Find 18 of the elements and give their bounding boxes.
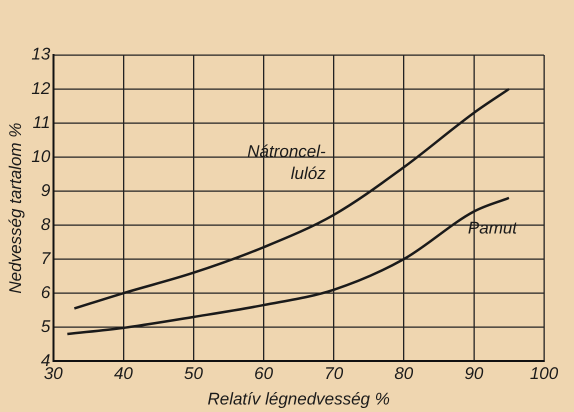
y-tick-label: 13	[31, 44, 51, 64]
x-tick-label: 80	[394, 364, 414, 384]
x-tick-label: 100	[530, 364, 559, 384]
y-tick-label: 10	[31, 146, 51, 166]
x-tick-label: 70	[324, 364, 344, 384]
y-tick-label: 12	[31, 78, 51, 98]
y-axis-title: Nedvesség tartalom %	[6, 122, 25, 294]
x-tick-label: 90	[464, 364, 484, 384]
y-tick-label: 6	[40, 282, 51, 302]
y-tick-label: 5	[40, 316, 51, 336]
y-tick-label: 9	[40, 180, 51, 200]
x-tick-label: 50	[184, 364, 204, 384]
y-tick-label: 11	[32, 112, 50, 132]
y-tick-label: 8	[40, 214, 51, 234]
x-tick-label: 40	[114, 364, 134, 384]
x-axis-title: Relatív légnedvesség %	[207, 390, 390, 409]
x-tick-label: 60	[254, 364, 274, 384]
y-tick-label: 7	[40, 248, 51, 268]
